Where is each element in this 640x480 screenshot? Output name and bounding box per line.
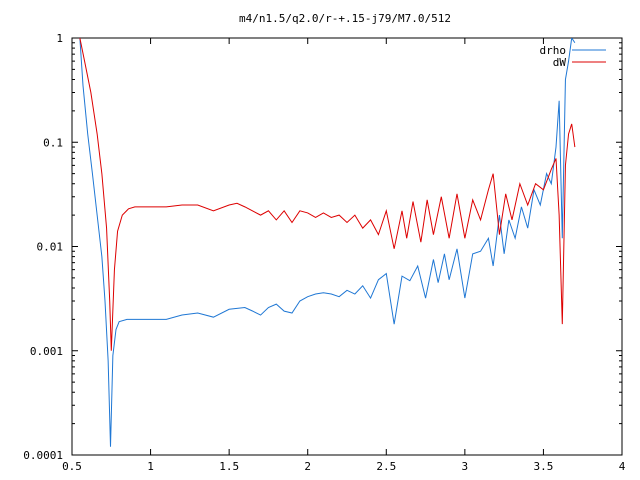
y-tick-label: 0.01 (37, 241, 64, 254)
series-layer (79, 38, 576, 447)
axes: 0.5 1 1.5 2 2.5 3 3.5 4 0.0001 0.001 0.01 0.1 1 (23, 32, 625, 473)
x-tick-label: 4 (619, 460, 626, 473)
legend-label-drho: drho (540, 44, 567, 57)
y-tick-label: 1 (56, 32, 63, 45)
y-tick-label: 0.001 (30, 345, 63, 358)
legend-label-dW: dW (553, 56, 567, 69)
plot-frame (71, 37, 623, 456)
y-tick-label: 0.0001 (23, 449, 63, 462)
x-tick-label: 1 (147, 460, 154, 473)
series-line-drho (79, 38, 576, 447)
x-tick-label: 3.5 (533, 460, 553, 473)
x-tick-label: 2 (304, 460, 311, 473)
x-tick-label: 3 (462, 460, 469, 473)
series-line-dW (79, 38, 576, 351)
chart-title: m4/n1.5/q2.0/r-+.15-j79/M7.0/512 (239, 12, 451, 25)
y-tick-label: 0.1 (43, 136, 63, 149)
x-tick-label: 2.5 (376, 460, 396, 473)
x-tick-label: 0.5 (62, 460, 82, 473)
x-tick-label: 1.5 (219, 460, 239, 473)
